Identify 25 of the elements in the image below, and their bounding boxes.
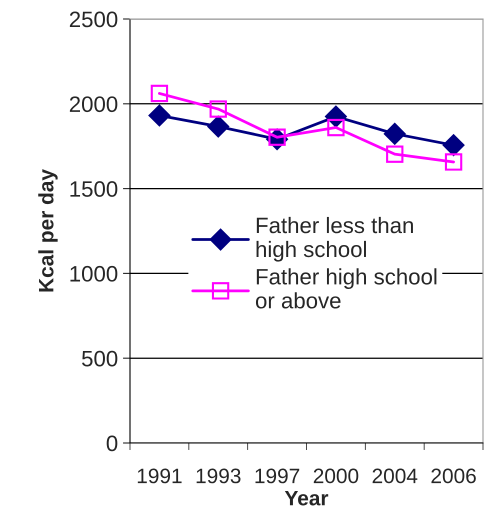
y-tick-label: 1000 [70, 266, 118, 282]
legend-label: Father less than high school [256, 216, 413, 262]
point [444, 153, 462, 171]
x-tick-label: 1997 [256, 468, 300, 484]
point [148, 104, 170, 126]
point [207, 116, 230, 138]
x-tick-label: 1991 [138, 468, 182, 484]
y-tick-label: 2500 [70, 12, 118, 28]
x-tick-label: 2000 [314, 468, 358, 484]
x-tick-label: 2004 [372, 468, 418, 484]
point [210, 100, 227, 118]
y-tick-label: 500 [82, 350, 118, 366]
point [150, 84, 168, 102]
x-tick-label: 2006 [431, 468, 476, 484]
point [442, 134, 464, 156]
x-axis-title: Year [284, 490, 328, 506]
y-tick-label: 0 [106, 436, 118, 452]
y-tick-label: 1500 [70, 181, 118, 197]
x-tick-label: 1993 [196, 468, 241, 484]
legend-label: Father high school or above [256, 268, 436, 309]
point [386, 145, 404, 163]
point [384, 122, 406, 145]
point [327, 118, 345, 136]
y-axis-title: Kcal per day [38, 169, 58, 292]
y-tick-label: 2000 [70, 96, 118, 112]
